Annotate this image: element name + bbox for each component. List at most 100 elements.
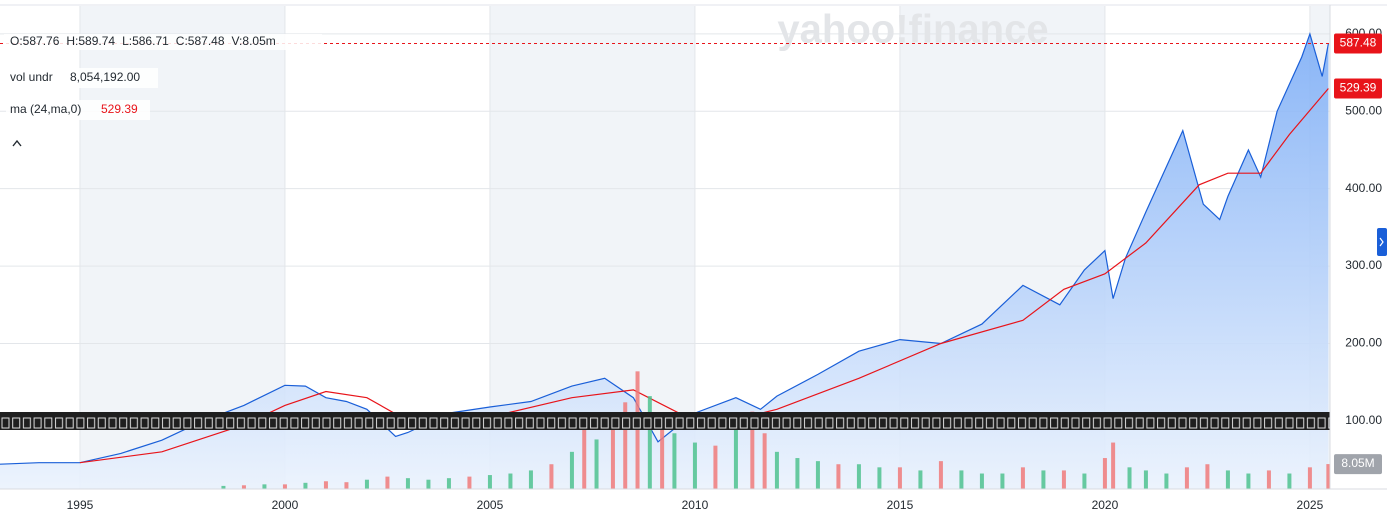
volume-bar — [508, 473, 513, 489]
header-bg — [4, 34, 322, 50]
volume-bar — [487, 475, 492, 489]
volume-bar — [877, 467, 882, 489]
x-tick-label: 2020 — [1092, 498, 1119, 512]
volume-bar — [262, 484, 267, 489]
volume-bar — [1326, 464, 1331, 489]
volume-bar — [385, 476, 390, 489]
volume-bar — [1164, 473, 1169, 489]
volume-bar — [856, 464, 861, 489]
x-tick-label: 2025 — [1297, 498, 1324, 512]
volume-bar — [323, 481, 328, 489]
volume-box — [1334, 454, 1382, 475]
volume — [221, 371, 1331, 489]
volume-bar — [1082, 473, 1087, 489]
volume-bar — [282, 484, 287, 489]
volume-bar — [569, 451, 574, 489]
volume-bar — [795, 458, 800, 489]
volume-bar — [241, 485, 246, 489]
last-price-label: 587.48 — [1340, 36, 1377, 50]
volume-bar — [594, 439, 599, 489]
volume-bar — [1266, 470, 1271, 489]
volume-bar — [1307, 467, 1312, 489]
legend-volume-name: vol undr — [10, 70, 53, 84]
x-tick-label: 2005 — [477, 498, 504, 512]
volume-bar — [733, 420, 738, 489]
volume-bar — [1020, 467, 1025, 489]
y-tick-label: 200.00 — [1345, 336, 1382, 350]
volume-bar — [623, 402, 628, 489]
volume-bar — [364, 479, 369, 489]
x-tick-label: 2010 — [682, 498, 709, 512]
y-tick-label: 100.00 — [1345, 413, 1382, 427]
volume-bar — [1127, 467, 1132, 489]
volume-bar — [647, 396, 652, 489]
volume-bar — [221, 485, 226, 489]
legend-bg — [6, 100, 150, 120]
volume-bar — [1184, 467, 1189, 489]
volume-bar — [836, 464, 841, 489]
watermark: yahoo!finance — [777, 8, 1048, 52]
axes: 1995 2000 2005 2010 2015 2020 2025 100.00 200.00… — [0, 26, 1382, 512]
collapse-chevron[interactable] — [12, 139, 22, 147]
legend-ma-value: 529.39 — [101, 102, 138, 116]
volume-bar — [692, 442, 697, 489]
volume-bar — [762, 433, 767, 489]
side-tab[interactable] — [1377, 228, 1387, 256]
x-tick-label: 2000 — [272, 498, 299, 512]
legend: vol undr 8,054,192.00 ma (24,ma,0) 529.3… — [4, 34, 322, 147]
y-tick-label: 300.00 — [1345, 258, 1382, 272]
volume-bar — [815, 461, 820, 489]
volume-bar — [918, 470, 923, 489]
volume-last-label: 8.05M — [1341, 456, 1374, 470]
glyph-strip-boxes — [0, 412, 1330, 430]
volume-bar — [713, 445, 718, 489]
header-value: H:589.74 — [66, 34, 115, 48]
volume-bar — [446, 478, 451, 489]
x-tick-label: 2015 — [887, 498, 914, 512]
volume-bar — [959, 470, 964, 489]
volume-bar — [1225, 470, 1230, 489]
header-value: O:587.76 — [10, 34, 60, 48]
volume-bar — [979, 473, 984, 489]
volume-bar — [405, 478, 410, 489]
ma-label: 529.39 — [1340, 81, 1377, 95]
volume-bar — [672, 433, 677, 489]
legend-volume-value: 8,054,192.00 — [70, 70, 140, 84]
price-line — [0, 31, 1329, 465]
legend-ma-name: ma (24,ma,0) — [10, 102, 81, 116]
volume-bar — [1000, 473, 1005, 489]
volume-bar — [897, 467, 902, 489]
volume-bar — [774, 451, 779, 489]
volume-bar — [1061, 470, 1066, 489]
volume-bar — [467, 476, 472, 489]
volume-bar — [1102, 458, 1107, 489]
last-price-box — [1334, 33, 1382, 54]
y-tick-label: 500.00 — [1345, 103, 1382, 117]
volume-bar — [610, 414, 615, 489]
ma-box — [1334, 78, 1382, 99]
side-tab-arrow — [1379, 237, 1384, 247]
volume-bar — [660, 420, 665, 489]
volume-bar — [1143, 470, 1148, 489]
volume-bar — [549, 464, 554, 489]
volume-bar — [750, 411, 755, 489]
header-value: V:8.05m — [232, 34, 276, 48]
volume-bar — [426, 479, 431, 489]
volume-bar — [1246, 473, 1251, 489]
volume-bar — [344, 482, 349, 489]
x-tick-label: 1995 — [67, 498, 94, 512]
volume-bar — [1205, 464, 1210, 489]
header-value: L:586.71 — [122, 34, 169, 48]
header-value: C:587.48 — [176, 34, 225, 48]
volume-bar — [582, 427, 587, 489]
y-tick-label: 400.00 — [1345, 181, 1382, 195]
volume-bar — [1287, 473, 1292, 489]
volume-bar — [635, 371, 640, 489]
volume-bar — [1041, 470, 1046, 489]
volume-bar — [303, 482, 308, 489]
legend-bg — [6, 68, 158, 88]
price-area — [0, 33, 1329, 490]
volume-bar — [1111, 442, 1116, 489]
volume-bar — [528, 470, 533, 489]
